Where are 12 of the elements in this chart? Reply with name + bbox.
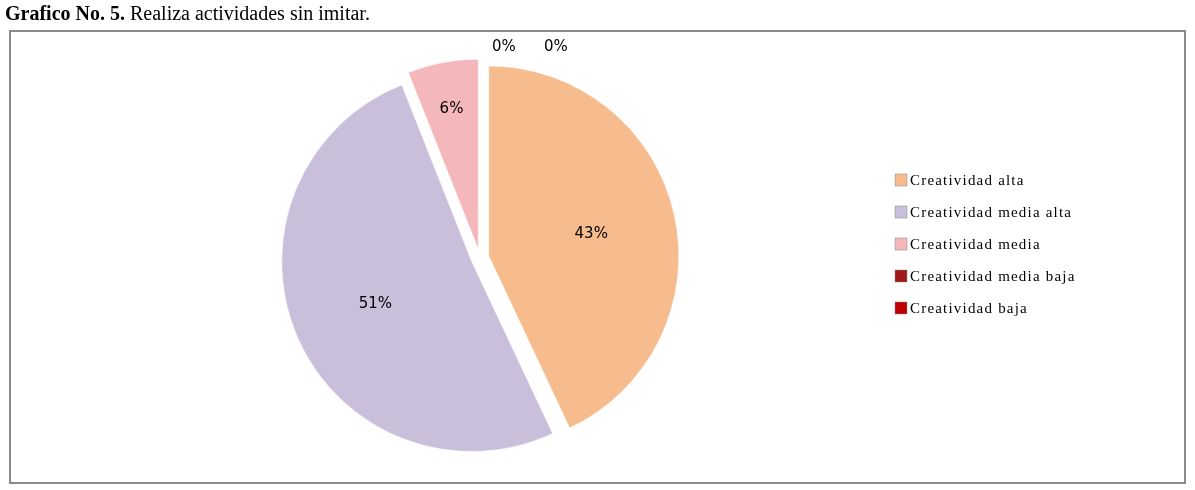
legend-label: Creatividad media alta	[910, 204, 1073, 220]
data-label: 51%	[358, 293, 393, 312]
legend-label: Creatividad media baja	[910, 268, 1076, 284]
data-label: 6%	[439, 99, 464, 118]
data-label: 43%	[574, 223, 608, 242]
legend-label: Creatividad media	[910, 236, 1041, 252]
chart-subtitle: Realiza actividades sin imitar.	[124, 2, 370, 24]
legend-label: Creatividad alta	[910, 172, 1025, 188]
text: 0%	[492, 36, 516, 55]
text: Grafico No. 5.	[5, 2, 125, 24]
text: 0%	[544, 36, 568, 55]
legend-label: Creatividad baja	[910, 300, 1028, 316]
